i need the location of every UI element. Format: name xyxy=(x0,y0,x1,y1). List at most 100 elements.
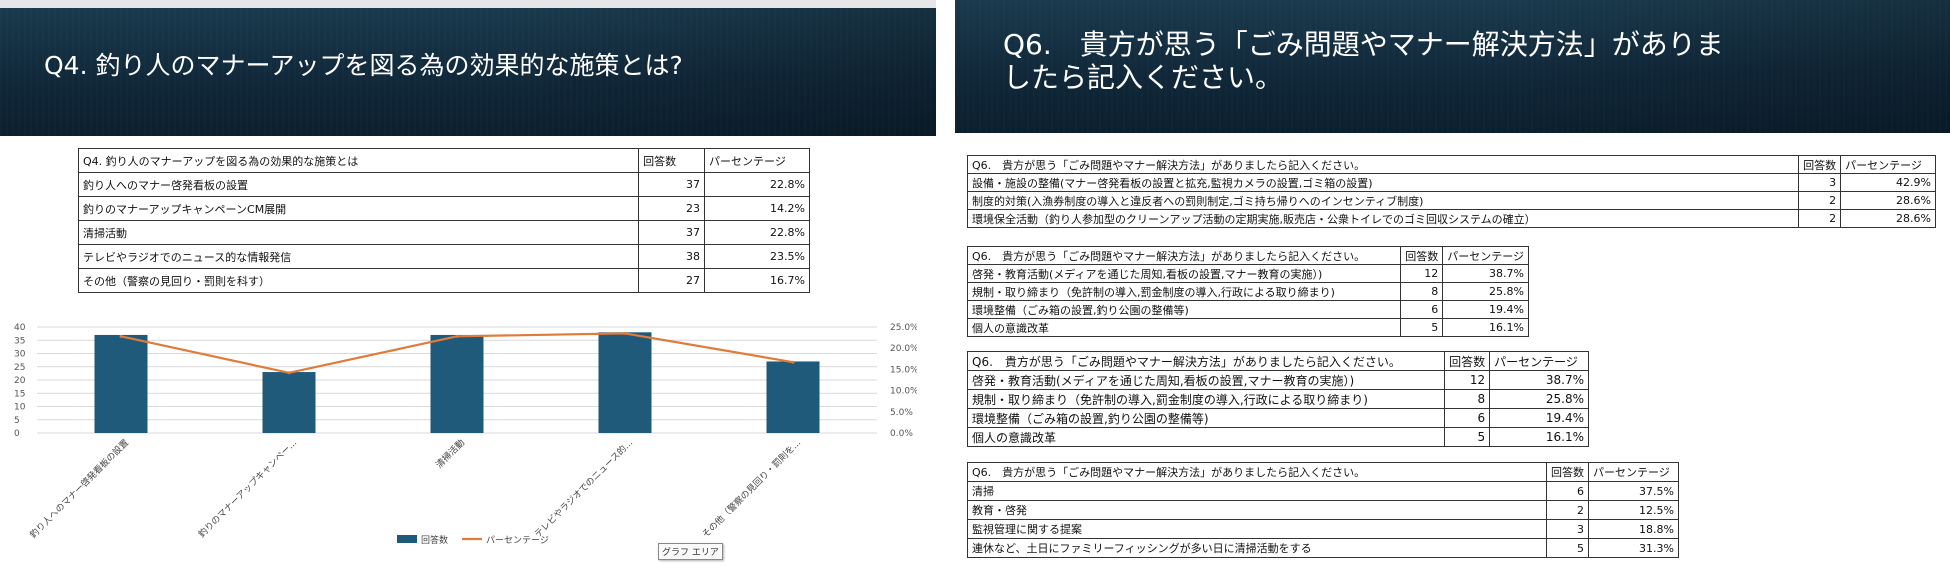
count-cell[interactable]: 23 xyxy=(638,196,706,221)
line-point xyxy=(287,371,291,375)
answer-cell[interactable]: 個人の意識改革 xyxy=(966,427,1446,447)
percentage-cell[interactable]: 19.4% xyxy=(1442,300,1529,319)
header-count-cell[interactable]: 回答数 xyxy=(1546,462,1590,482)
answer-cell[interactable]: 環境整備（ごみ箱の設置,釣り公園の整備等) xyxy=(966,300,1402,319)
table-header-row: Q6. 貴方が思う「ごみ問題やマナー解決方法」がありましたら記入ください。 回答数… xyxy=(966,246,1529,265)
count-cell[interactable]: 5 xyxy=(1400,318,1444,337)
percentage-cell[interactable]: 19.4% xyxy=(1489,408,1589,428)
slide-title[interactable]: Q6. 貴方が思う「ごみ問題やマナー解決方法」がありま したら記入ください。 xyxy=(1003,28,1823,94)
slide-title-line-2: したら記入ください。 xyxy=(1003,61,1284,95)
answer-cell[interactable]: 釣り人へのマナー啓発看板の設置 xyxy=(77,172,640,197)
answer-cell[interactable]: 個人の意識改革 xyxy=(966,318,1402,337)
answer-cell[interactable]: 環境保全活動（釣り人参加型のクリーンアップ活動の定期実施,販売店・公衆トイレでの… xyxy=(966,209,1800,228)
answer-cell[interactable]: テレビやラジオでのニュース的な情報発信 xyxy=(77,244,640,269)
combo-chart[interactable]: 0 5 10 15 20 25 30 35 40 0.0% 5.0% 10.0% 15.0% 20.0% 2… xyxy=(12,315,917,570)
header-question-cell[interactable]: Q6. 貴方が思う「ごみ問題やマナー解決方法」がありましたら記入ください。 xyxy=(966,462,1548,482)
count-cell[interactable]: 6 xyxy=(1546,481,1590,501)
percentage-cell[interactable]: 22.8% xyxy=(704,172,810,197)
answer-cell[interactable]: 制度的対策(入漁券制度の導入と違反者への罰則制定,ゴミ持ち帰りへのインセンティブ… xyxy=(966,191,1800,210)
count-cell[interactable]: 3 xyxy=(1798,173,1842,192)
percentage-cell[interactable]: 38.7% xyxy=(1442,264,1529,283)
answer-cell[interactable]: 啓発・教育活動(メディアを通じた周知,看板の設置,マナー教育の実施）) xyxy=(966,264,1402,283)
table-row: 規制・取り締まり（免許制の導入,罰金制度の導入,行政による取り締まり) 8 25.8… xyxy=(966,282,1529,301)
percentage-cell[interactable]: 38.7% xyxy=(1489,370,1589,390)
answer-cell[interactable]: 規制・取り締まり（免許制の導入,罰金制度の導入,行政による取り締まり) xyxy=(966,282,1402,301)
y-left-tick-label: 10 xyxy=(14,403,26,413)
q4-table[interactable]: Q4. 釣り人のマナーアップを図る為の効果的な施策とは 回答数 パーセンテージ釣り人… xyxy=(77,148,810,293)
answer-cell[interactable]: 清掃 xyxy=(966,481,1548,501)
chart-area[interactable]: 0 5 10 15 20 25 30 35 40 0.0% 5.0% 10.0% 15.0% 20.0% 2… xyxy=(12,315,917,570)
count-cell[interactable]: 12 xyxy=(1444,370,1491,390)
header-percentage-cell[interactable]: パーセンテージ xyxy=(1840,155,1936,174)
y-right-tick-label: 20.0% xyxy=(890,344,917,354)
header-question-cell[interactable]: Q4. 釣り人のマナーアップを図る為の効果的な施策とは xyxy=(77,148,640,173)
header-count-cell[interactable]: 回答数 xyxy=(1444,351,1491,371)
header-percentage-cell[interactable]: パーセンテージ xyxy=(1588,462,1679,482)
header-count-cell[interactable]: 回答数 xyxy=(1400,246,1444,265)
count-cell[interactable]: 8 xyxy=(1444,389,1491,409)
q6-table-1[interactable]: Q6. 貴方が思う「ごみ問題やマナー解決方法」がありましたら記入ください。 回答数… xyxy=(966,155,1936,228)
count-cell[interactable]: 5 xyxy=(1444,427,1491,447)
count-cell[interactable]: 8 xyxy=(1400,282,1444,301)
answer-cell[interactable]: 規制・取り締まり（免許制の導入,罰金制度の導入,行政による取り締まり) xyxy=(966,389,1446,409)
answer-cell[interactable]: 啓発・教育活動(メディアを通じた周知,看板の設置,マナー教育の実施）) xyxy=(966,370,1446,390)
count-cell[interactable]: 6 xyxy=(1400,300,1444,319)
header-count-cell[interactable]: 回答数 xyxy=(638,148,706,173)
count-cell[interactable]: 3 xyxy=(1546,519,1590,539)
answer-cell[interactable]: 環境整備（ごみ箱の設置,釣り公園の整備等) xyxy=(966,408,1446,428)
slide-q6[interactable]: Q6. 貴方が思う「ごみ問題やマナー解決方法」がありま したら記入ください。 Q… xyxy=(955,0,1950,574)
percentage-cell[interactable]: 25.8% xyxy=(1489,389,1589,409)
count-cell[interactable]: 5 xyxy=(1546,538,1590,558)
percentage-cell[interactable]: 16.7% xyxy=(704,268,810,293)
answer-cell[interactable]: 清掃活動 xyxy=(77,220,640,245)
slide-title[interactable]: Q4. 釣り人のマナーアップを図る為の効果的な施策とは? xyxy=(44,51,683,80)
percentage-cell[interactable]: 16.1% xyxy=(1489,427,1589,447)
count-cell[interactable]: 37 xyxy=(638,172,706,197)
answer-cell[interactable]: 監視管理に関する提案 xyxy=(966,519,1548,539)
count-cell[interactable]: 2 xyxy=(1798,191,1842,210)
answer-cell[interactable]: 連休など、土日にファミリーフィッシングが多い日に清掃活動をする xyxy=(966,538,1548,558)
header-percentage-cell[interactable]: パーセンテージ xyxy=(1442,246,1529,265)
q6-table-3[interactable]: Q6. 貴方が思う「ごみ問題やマナー解決方法」がありましたら記入ください。 回答数… xyxy=(966,351,1589,447)
percentage-cell[interactable]: 14.2% xyxy=(704,196,810,221)
table-row: 啓発・教育活動(メディアを通じた周知,看板の設置,マナー教育の実施）) 12 38.… xyxy=(966,370,1589,390)
percentage-cell[interactable]: 18.8% xyxy=(1588,519,1679,539)
count-cell[interactable]: 38 xyxy=(638,244,706,269)
percentage-cell[interactable]: 25.8% xyxy=(1442,282,1529,301)
table-header-row: Q6. 貴方が思う「ごみ問題やマナー解決方法」がありましたら記入ください。 回答数… xyxy=(966,351,1589,371)
q6-table-4[interactable]: Q6. 貴方が思う「ごみ問題やマナー解決方法」がありましたら記入ください。 回答数… xyxy=(966,462,1679,558)
slide-q4[interactable]: Q4. 釣り人のマナーアップを図る為の効果的な施策とは? Q4. 釣り人のマナー… xyxy=(0,0,936,574)
table-row: 制度的対策(入漁券制度の導入と違反者への罰則制定,ゴミ持ち帰りへのインセンティブ… xyxy=(966,191,1936,210)
answer-cell[interactable]: その他（警察の見回り・罰則を科す） xyxy=(77,268,640,293)
percentage-cell[interactable]: 31.3% xyxy=(1588,538,1679,558)
header-question-cell[interactable]: Q6. 貴方が思う「ごみ問題やマナー解決方法」がありましたら記入ください。 xyxy=(966,155,1800,174)
percentage-cell[interactable]: 42.9% xyxy=(1840,173,1936,192)
answer-cell[interactable]: 教育・啓発 xyxy=(966,500,1548,520)
count-cell[interactable]: 37 xyxy=(638,220,706,245)
header-percentage-cell[interactable]: パーセンテージ xyxy=(704,148,810,173)
x-category-label: 釣り人へのマナー啓発看板の設置 xyxy=(27,437,131,541)
header-question-cell[interactable]: Q6. 貴方が思う「ごみ問題やマナー解決方法」がありましたら記入ください。 xyxy=(966,246,1402,265)
x-category-label: その他（警察の見回り・罰則を... xyxy=(699,437,803,541)
slide-title-line-1: Q6. 貴方が思う「ごみ問題やマナー解決方法」がありま xyxy=(1003,28,1724,61)
percentage-cell[interactable]: 28.6% xyxy=(1840,191,1936,210)
percentage-cell[interactable]: 28.6% xyxy=(1840,209,1936,228)
answer-cell[interactable]: 釣りのマナーアップキャンペーンCM展開 xyxy=(77,196,640,221)
answer-cell[interactable]: 設備・施設の整備(マナー啓発看板の設置と拡充,監視カメラの設置,ゴミ箱の設置) xyxy=(966,173,1800,192)
percentage-cell[interactable]: 16.1% xyxy=(1442,318,1529,337)
percentage-cell[interactable]: 37.5% xyxy=(1588,481,1679,501)
percentage-cell[interactable]: 22.8% xyxy=(704,220,810,245)
percentage-cell[interactable]: 23.5% xyxy=(704,244,810,269)
count-cell[interactable]: 2 xyxy=(1798,209,1842,228)
percentage-cell[interactable]: 12.5% xyxy=(1588,500,1679,520)
header-question-cell[interactable]: Q6. 貴方が思う「ごみ問題やマナー解決方法」がありましたら記入ください。 xyxy=(966,351,1446,371)
header-percentage-cell[interactable]: パーセンテージ xyxy=(1489,351,1589,371)
title-banner: Q4. 釣り人のマナーアップを図る為の効果的な施策とは? xyxy=(0,8,936,136)
count-cell[interactable]: 2 xyxy=(1546,500,1590,520)
q6-table-2[interactable]: Q6. 貴方が思う「ごみ問題やマナー解決方法」がありましたら記入ください。 回答数… xyxy=(966,246,1529,337)
count-cell[interactable]: 6 xyxy=(1444,408,1491,428)
count-cell[interactable]: 27 xyxy=(638,268,706,293)
count-cell[interactable]: 12 xyxy=(1400,264,1444,283)
line-point xyxy=(119,334,123,338)
header-count-cell[interactable]: 回答数 xyxy=(1798,155,1842,174)
